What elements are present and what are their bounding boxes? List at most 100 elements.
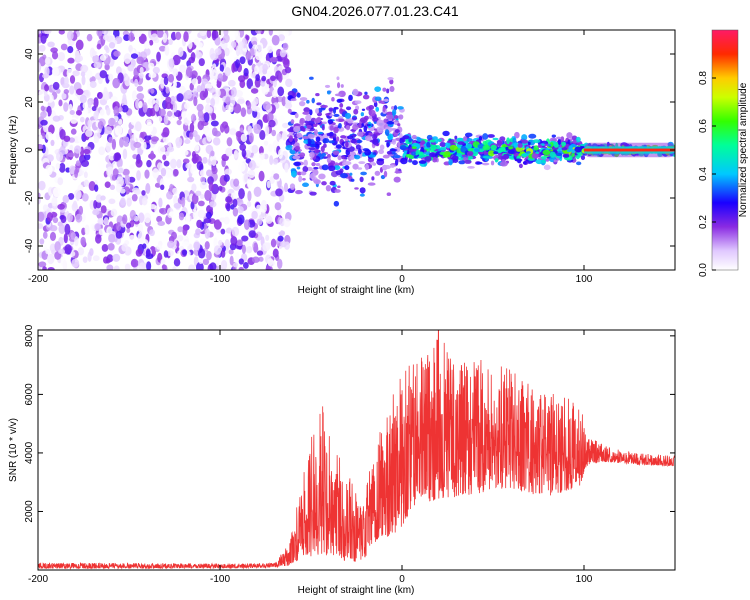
spectrogram-y-tick-label: 0 [24,147,35,153]
spectrogram-cell [75,88,84,96]
spectrogram-cell [141,197,148,206]
spectrogram-cell [217,73,224,82]
spectrogram-cell [126,197,132,207]
spectrogram-cell [335,118,339,122]
spectrogram-cell [110,96,118,103]
spectrogram-cell [492,137,499,141]
spectrogram-cell [278,230,286,237]
spectrogram-cell [199,193,205,200]
spectrogram-cell [166,191,173,200]
spectrogram-cell [220,249,226,258]
snr-frame [37,329,676,571]
spectrogram-cell [297,171,302,176]
spectrogram-cell [143,212,152,224]
spectrogram-cell [456,157,464,161]
spectrogram-cell [105,258,111,264]
spectrogram-cell [190,113,197,122]
spectrogram-cell [238,41,244,50]
spectrogram-cell [478,151,485,155]
spectrogram-cell [209,201,217,208]
spectrogram-cell [542,149,551,156]
spectrogram-cell [352,163,359,170]
spectrogram-cell [321,121,327,125]
spectrogram-cell [531,153,539,159]
spectrogram-cell [69,165,76,175]
spectrogram-x-tick-label: 100 [576,274,593,285]
spectrogram-cell [177,226,184,233]
spectrogram-cell [44,66,50,77]
spectrogram-cell [93,111,99,121]
spectrogram-cell [262,63,268,72]
spectrogram-cell [296,92,301,98]
spectrogram-cell [353,108,359,115]
spectrogram-cell [96,43,102,50]
spectrogram-cell [233,103,242,114]
spectrogram-cell [303,107,311,113]
spectrogram-cell [206,130,213,142]
spectrogram-cell [38,261,47,268]
spectrogram-cell [183,102,190,110]
spectrogram-cell [352,124,359,131]
spectrogram-cell [254,65,260,75]
spectrogram-cell [321,164,329,171]
spectrogram-cell [112,77,121,89]
spectrogram-cell [146,159,152,168]
spectrogram-cell [321,124,325,131]
spectrogram-cell [63,233,68,244]
spectrogram-cell [196,103,204,112]
spectrogram-cell [69,85,75,95]
spectrogram-cell [207,176,214,185]
spectrogram-cell [120,197,126,206]
spectrogram-cell [464,159,472,164]
spectrogram-cell [191,78,199,86]
spectrogram-cell [87,119,93,128]
spectrogram-cell [386,88,390,94]
spectrogram-cell [359,193,365,197]
spectrogram-cell [270,206,276,218]
spectrogram-cell [368,109,376,117]
spectrogram-cell [345,124,351,131]
spectrogram-cell [325,113,331,116]
spectrogram-cell [113,106,120,117]
spectrogram-cell [386,150,393,155]
spectrogram-cell [82,108,89,116]
spectrogram-cell [398,114,404,120]
spectrogram-cell [211,127,218,136]
spectrogram-cell [145,183,151,194]
spectrogram-cell [430,144,437,151]
spectrogram-cell [575,136,581,143]
spectrogram-cell [204,241,210,250]
spectrogram-cell [278,139,284,148]
spectrogram-cell [44,57,51,65]
spectrogram-cell [254,50,263,61]
spectrogram-cell [202,258,210,266]
spectrogram-cell [111,138,117,150]
spectrogram-cell [268,30,273,36]
snr-x-tick-label: -200 [28,574,48,585]
spectrogram-cell [166,146,175,153]
spectrogram-cell [309,151,315,158]
spectrogram-cell [136,170,141,181]
spectrogram-cell [63,88,70,95]
spectrogram-cell [197,109,204,119]
spectrogram-cell [251,256,260,263]
spectrogram-y-tick-label: -40 [24,238,35,253]
spectrogram-cell [74,236,79,247]
spectrogram-cell [562,154,570,158]
spectrogram-cell [154,103,160,112]
spectrogram-cell [561,141,567,147]
spectrogram-cell [405,153,412,158]
spectrogram-cell [163,264,168,270]
snr-x-tick-label: 100 [576,574,593,585]
spectrogram-cell [157,220,166,227]
spectrogram-cell [237,98,245,104]
spectrogram-cell [464,132,473,137]
spectrogram-cell [443,151,451,156]
spectrogram-cell [262,101,271,111]
spectrogram-cell [294,189,303,195]
spectrogram-cell [145,121,154,133]
spectrogram-cell [269,155,274,166]
spectrogram-cell [241,149,247,158]
spectrogram-cell [223,30,229,36]
spectrogram-cell [347,118,354,124]
